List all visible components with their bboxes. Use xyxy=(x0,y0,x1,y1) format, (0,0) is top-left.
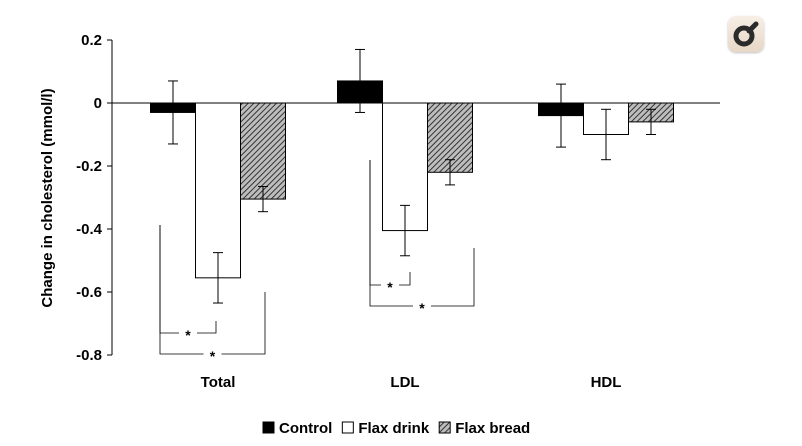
y-tick-label: 0.2 xyxy=(81,32,102,49)
significance-star: * xyxy=(210,348,216,364)
bar-flax-bread-total xyxy=(240,102,286,200)
significance-star: * xyxy=(185,327,191,343)
y-tick-label: 0 xyxy=(94,95,102,112)
legend: Control Flax drink Flax bread xyxy=(262,420,530,437)
significance-star: * xyxy=(419,300,425,316)
legend-label: Flax drink xyxy=(358,420,430,437)
significance-star: * xyxy=(387,279,393,295)
y-tick-label: -0.4 xyxy=(76,221,103,238)
legend-label: Flax bread xyxy=(455,420,530,437)
bar-flax-drink-total xyxy=(195,102,241,279)
significance-gap xyxy=(203,348,222,360)
significance-gap xyxy=(413,300,431,312)
magnifier-icon[interactable] xyxy=(728,16,764,52)
legend-swatch-flax-drink xyxy=(341,421,354,434)
y-axis-label: Change in cholesterol (mmol/l) xyxy=(39,88,56,307)
legend-swatch-flax-bread xyxy=(438,421,451,434)
significance-gap xyxy=(381,279,399,291)
category-label: Total xyxy=(201,374,236,391)
y-tick-label: -0.8 xyxy=(76,347,102,364)
y-tick-label: -0.6 xyxy=(76,284,102,301)
significance-gap xyxy=(179,327,197,339)
y-tick-label: -0.2 xyxy=(76,158,102,175)
legend-swatch-control xyxy=(262,421,275,434)
category-label: LDL xyxy=(390,374,419,391)
plot-area: 0.2 0 -0.2 -0.4 -0.6 -0.8 Total LDL HDL * * * * xyxy=(76,32,720,391)
category-label: HDL xyxy=(591,374,622,391)
legend-label: Control xyxy=(279,420,332,437)
